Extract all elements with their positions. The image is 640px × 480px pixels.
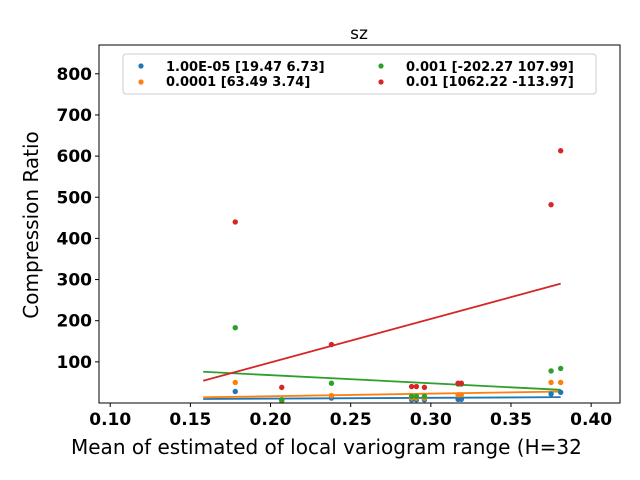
- data-point-series-3: [279, 397, 285, 403]
- data-point-series-4: [408, 383, 415, 390]
- x-tick-label: 0.10: [89, 410, 131, 430]
- fit-line-series-2: [203, 390, 561, 399]
- data-point-series-3: [408, 393, 415, 400]
- data-point-series-2: [548, 379, 554, 386]
- data-point-series-4: [458, 380, 464, 386]
- data-point-series-3: [557, 365, 564, 372]
- data-point-series-4: [548, 201, 554, 208]
- fit-lines: [202, 282, 561, 400]
- fit-line-series-1: [203, 396, 561, 400]
- chart-title: sz: [350, 24, 368, 44]
- legend-marker-4: [378, 79, 384, 85]
- x-tick-label: 0.40: [570, 410, 612, 430]
- data-point-series-4: [413, 383, 420, 390]
- data-point-series-4: [279, 384, 285, 391]
- data-point-series-1: [548, 391, 554, 397]
- data-point-series-4: [328, 341, 335, 348]
- data-point-series-3: [413, 393, 420, 400]
- x-tick-label: 0.35: [490, 410, 532, 430]
- legend-label-1: 1.00E-05 [19.47 6.73]: [166, 60, 325, 75]
- y-tick-label: 500: [57, 188, 93, 208]
- data-point-series-4: [421, 384, 428, 391]
- data-point-series-3: [548, 368, 554, 374]
- legend-box: [122, 53, 597, 95]
- x-axis-label: Mean of estimated of local variogram ran…: [71, 435, 582, 459]
- fit-line-series-4: [202, 282, 561, 382]
- x-tick-label: 0.20: [250, 410, 292, 430]
- data-point-series-2: [328, 392, 335, 399]
- data-point-series-2: [232, 379, 238, 386]
- legend-label-2: 0.0001 [63.49 3.74]: [166, 75, 310, 90]
- data-point-series-3: [328, 380, 335, 386]
- data-point-series-4: [557, 148, 564, 154]
- legend: 1.00E-05 [19.47 6.73] 0.0001 [63.49 3.74…: [122, 53, 597, 95]
- x-tick-label: 0.25: [330, 410, 372, 430]
- legend-marker-3: [378, 63, 384, 69]
- y-tick-label: 200: [57, 312, 93, 332]
- data-point-series-3: [232, 324, 238, 331]
- data-point-series-3: [421, 393, 428, 400]
- fit-line-series-3: [203, 370, 561, 391]
- data-point-series-1: [557, 389, 564, 396]
- data-point-series-1: [232, 388, 238, 395]
- data-point-series-2: [458, 392, 464, 398]
- plot-frame: [98, 44, 621, 404]
- x-tick-label: 0.30: [410, 410, 452, 430]
- y-axis-label: Compression Ratio: [19, 131, 43, 318]
- y-tick-label: 800: [57, 65, 93, 85]
- legend-label-4: 0.01 [1062.22 -113.97]: [406, 75, 574, 90]
- y-tick-label: 600: [57, 147, 93, 167]
- legend-label-3: 0.001 [-202.27 107.99]: [406, 60, 574, 75]
- legend-marker-1: [138, 63, 144, 69]
- y-tick-label: 700: [57, 106, 93, 126]
- x-tick-label: 0.15: [169, 410, 211, 430]
- y-tick-label: 100: [57, 353, 93, 373]
- axis-ticks: 0.10 0.15 0.20 0.25 0.30 0.35 0.40 100 200 300 400…: [57, 65, 613, 430]
- data-point-series-2: [557, 379, 564, 386]
- data-point-series-1: [458, 396, 464, 402]
- scatter-points: [232, 148, 564, 404]
- legend-marker-2: [138, 79, 144, 85]
- y-tick-label: 300: [57, 271, 93, 291]
- y-tick-label: 400: [57, 229, 93, 249]
- data-point-series-4: [232, 219, 238, 225]
